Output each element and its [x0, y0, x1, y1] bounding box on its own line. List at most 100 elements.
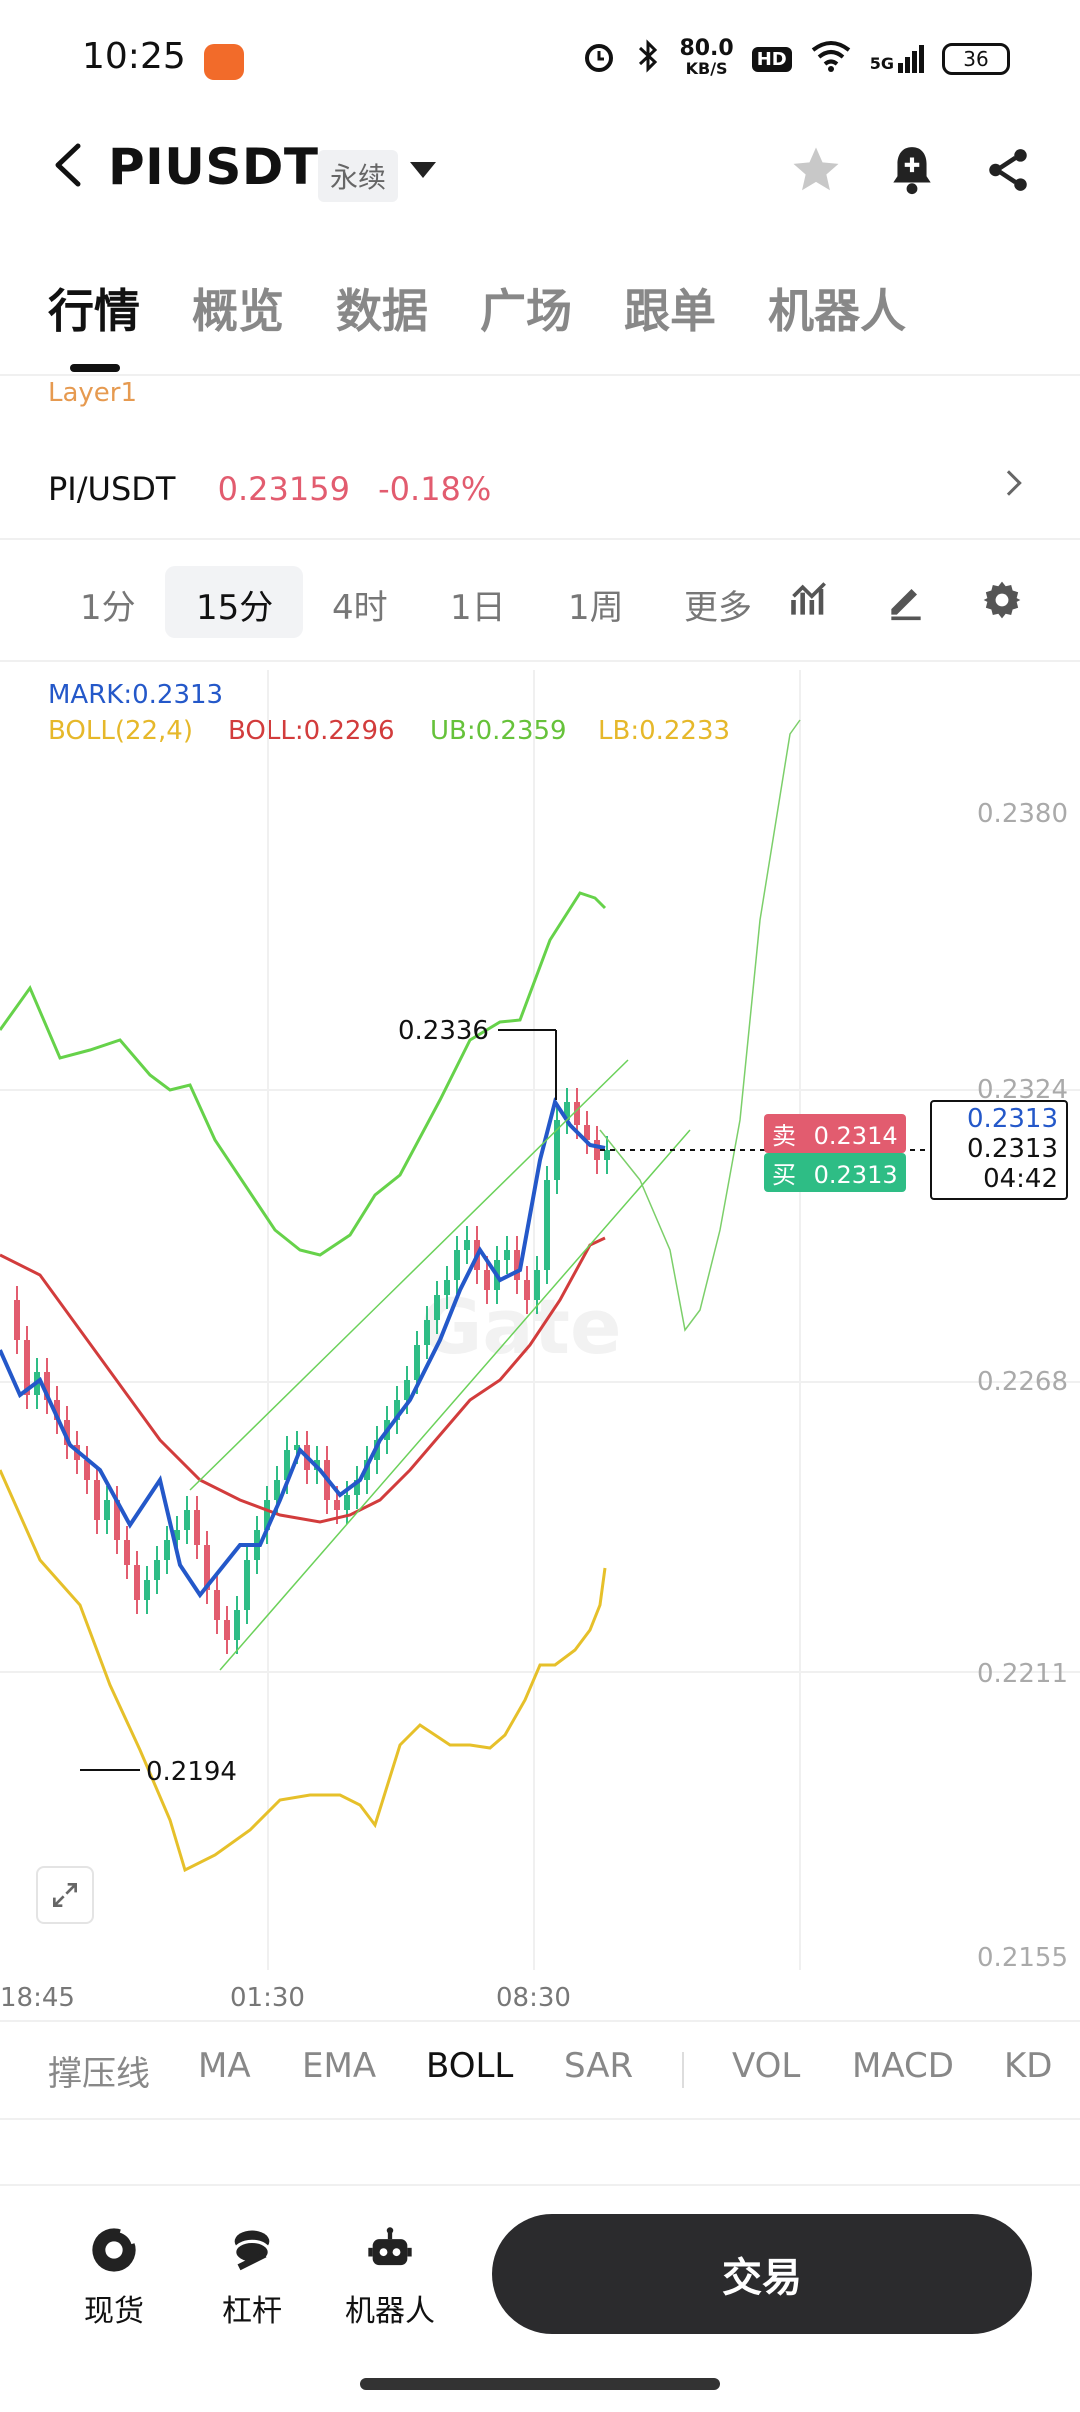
pair-dropdown-icon[interactable] [410, 162, 436, 178]
legend-boll-lower: LB:0.2233 [598, 716, 731, 746]
low-label: 0.2194 [80, 1757, 237, 1787]
ticker-row[interactable]: PI/USDT 0.23159 -0.18% [48, 470, 491, 508]
candle-body [24, 1340, 30, 1395]
high-label: 0.2336 [398, 1016, 557, 1100]
candle-body [14, 1300, 20, 1340]
candle-body [244, 1560, 250, 1610]
favorite-star-icon[interactable] [786, 140, 846, 200]
candle-body [504, 1250, 510, 1260]
boll-upper-line [0, 891, 607, 1257]
low-value: 0.2194 [146, 1757, 237, 1787]
candle-body [444, 1280, 450, 1295]
indicator-macd[interactable]: MACD [852, 2046, 954, 2086]
candle-body [404, 1380, 410, 1400]
candle-body [484, 1270, 490, 1290]
candle-body [114, 1500, 120, 1540]
candle-body [414, 1345, 420, 1380]
ticker-change: -0.18% [378, 470, 492, 508]
candle-body [84, 1460, 90, 1480]
alarm-icon [581, 38, 617, 80]
candle-body [194, 1510, 200, 1545]
battery-icon: 36 [942, 43, 1010, 75]
box-countdown: 04:42 [983, 1164, 1058, 1194]
status-icons: 80.0 KB/S HD 5G 36 [581, 38, 1010, 80]
indicator-kd[interactable]: KD [1004, 2046, 1053, 2086]
time-axis: 18:45 01:30 08:30 [0, 1983, 571, 2010]
ticker-pair: PI/USDT [48, 470, 176, 508]
timeframe-more[interactable]: 更多 [684, 588, 752, 628]
timeframe-4h[interactable]: 4时 [332, 588, 388, 628]
candle-body [164, 1540, 170, 1560]
kline-chart[interactable]: 0.2336 0.2194 0.2380 0.2324 0.2268 0.221… [0, 660, 1080, 2010]
price-tick: 0.2268 [977, 1367, 1068, 1397]
contract-type-tag[interactable]: 永续 [318, 150, 399, 202]
tab-market[interactable]: 行情 [48, 284, 140, 338]
robot-icon [362, 2222, 418, 2278]
candle-body [584, 1125, 590, 1140]
indicator-bar: 撑压线 MA EMA BOLL SAR VOL MACD KD [0, 2022, 1080, 2122]
divider [0, 374, 1080, 376]
buy-price-badge[interactable]: 买 0.2313 [764, 1153, 906, 1192]
price-alert-icon[interactable] [882, 140, 942, 200]
candle-body [604, 1150, 610, 1160]
tab-square[interactable]: 广场 [480, 284, 572, 338]
nav-bots[interactable]: 机器人 [330, 2222, 450, 2330]
ticker-price: 0.23159 [217, 470, 350, 508]
draw-tool-icon[interactable] [884, 578, 928, 626]
tab-data[interactable]: 数据 [336, 284, 428, 338]
indicator-settings-icon[interactable] [788, 578, 832, 626]
time-tick: 01:30 [230, 1983, 305, 2010]
indicator-sar[interactable]: SAR [564, 2046, 634, 2086]
candle-body [94, 1480, 100, 1520]
price-tick: 0.2380 [977, 799, 1068, 829]
indicator-boll[interactable]: BOLL [426, 2046, 514, 2086]
expand-chart-button[interactable] [36, 1866, 94, 1924]
trade-button[interactable]: 交易 [492, 2214, 1032, 2334]
chevron-right-icon[interactable] [996, 470, 1022, 496]
indicator-separator [682, 2052, 684, 2088]
margin-icon [224, 2222, 280, 2278]
share-icon[interactable] [978, 140, 1038, 200]
candle-body [354, 1480, 360, 1495]
timeframe-15m[interactable]: 15分 [196, 588, 274, 628]
candle-body [204, 1545, 210, 1590]
candle-body [104, 1500, 110, 1520]
current-price-box: 0.2313 0.2313 04:42 [930, 1100, 1068, 1200]
signal-icon: 5G [870, 45, 924, 73]
legend-boll-params: BOLL(22,4) [48, 716, 193, 746]
indicator-ema[interactable]: EMA [302, 2046, 377, 2086]
indicator-vol[interactable]: VOL [732, 2046, 801, 2086]
candle-body [424, 1320, 430, 1345]
timeframe-1m[interactable]: 1分 [80, 588, 136, 628]
timeframe-1w[interactable]: 1周 [568, 588, 624, 628]
net-speed: 80.0 KB/S [679, 36, 734, 79]
candle-body [144, 1580, 150, 1600]
candle-body [514, 1250, 520, 1280]
candle-body [294, 1445, 300, 1450]
sell-price-badge[interactable]: 卖 0.2314 [764, 1114, 906, 1153]
pair-title[interactable]: PIUSDT [108, 138, 319, 196]
trend-channel [189, 1059, 691, 1671]
candle-body [344, 1495, 350, 1510]
nav-margin[interactable]: 杠杆 [192, 2222, 312, 2330]
box-mark-price: 0.2313 [967, 1104, 1058, 1134]
divider [0, 660, 1080, 662]
candle-body [334, 1500, 340, 1510]
legend-boll-upper: UB:0.2359 [430, 716, 567, 746]
tab-overview[interactable]: 概览 [192, 284, 284, 338]
timeframe-1d[interactable]: 1日 [450, 588, 506, 628]
candle-body [454, 1250, 460, 1280]
tab-bots[interactable]: 机器人 [768, 284, 906, 338]
chart-settings-icon[interactable] [980, 578, 1024, 626]
divider [0, 2118, 1080, 2120]
back-button[interactable] [50, 140, 86, 203]
home-indicator[interactable] [360, 2378, 720, 2390]
candle-body [544, 1180, 550, 1270]
tab-copy-trading[interactable]: 跟单 [624, 284, 716, 338]
nav-spot[interactable]: 现货 [54, 2222, 174, 2330]
time-tick: 18:45 [0, 1983, 75, 2010]
indicator-ma[interactable]: MA [198, 2046, 251, 2086]
indicator-support-resistance[interactable]: 撑压线 [48, 2054, 150, 2094]
candle-body [594, 1140, 600, 1160]
timeframe-selected-bg [165, 566, 303, 638]
